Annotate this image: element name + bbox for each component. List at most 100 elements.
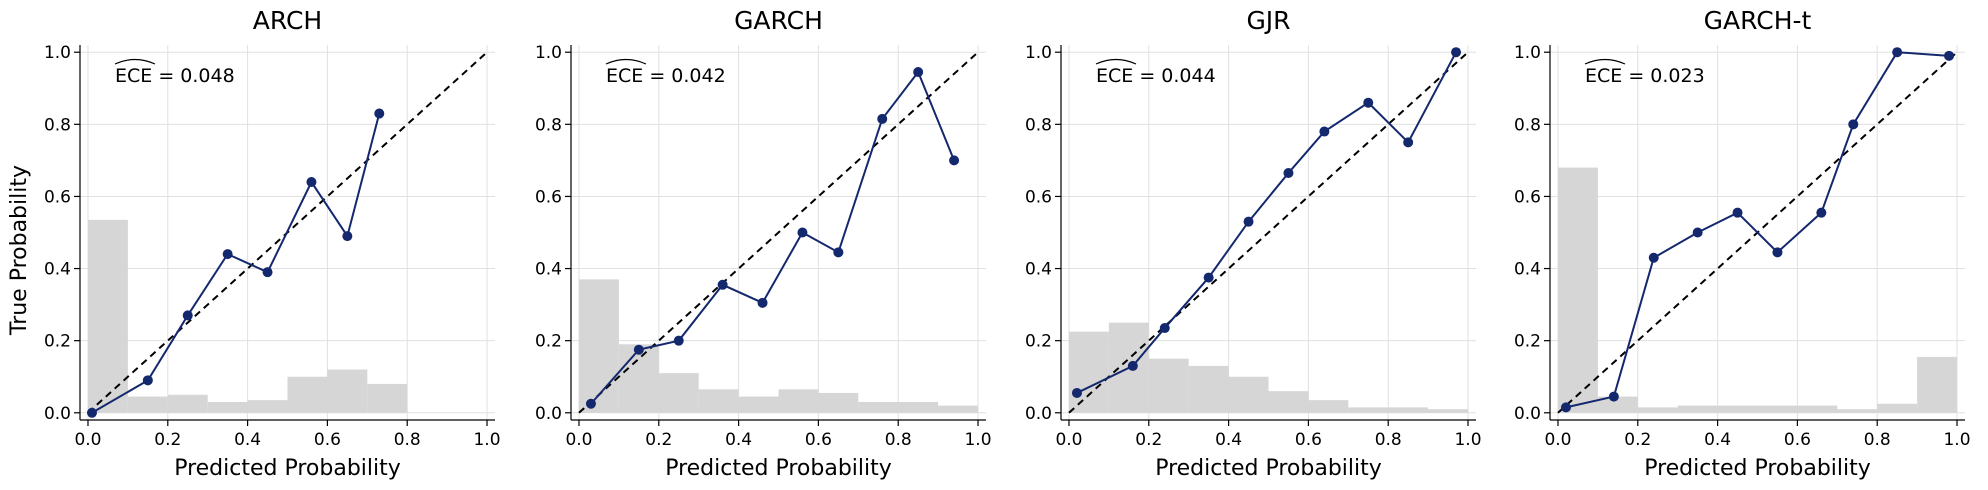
x-tick-label: 0.4	[1215, 430, 1242, 450]
y-tick-label: 0.0	[44, 404, 71, 424]
calibration-point	[142, 375, 153, 386]
calibration-point	[342, 231, 353, 242]
calibration-point	[374, 108, 385, 119]
histogram-bar	[367, 383, 408, 413]
calibration-curve	[590, 70, 956, 405]
y-tick-label: 1.0	[535, 43, 562, 63]
x-tick-label: 0.4	[1704, 430, 1731, 450]
y-tick-label: 0.4	[535, 260, 562, 280]
y-tick-label: 0.6	[535, 187, 562, 207]
calibration-point	[717, 279, 728, 290]
x-tick-label: 0.6	[1784, 430, 1811, 450]
calibration-point	[1071, 387, 1082, 398]
histogram-bar	[327, 369, 368, 413]
x-axis-label: Predicted Probability	[174, 456, 401, 481]
x-tick-label: 1.0	[964, 430, 991, 450]
histogram	[1557, 167, 1958, 413]
panels: 0.0 0.2 0.4 0.6 0.8 1.0 0.0 0.2 0.4 0.6 0.8 1.0 ARCH…	[44, 6, 1971, 481]
calibration-point	[1944, 50, 1955, 61]
ece-annotation: ECE = 0.048	[115, 65, 235, 87]
calibration-curve	[1565, 51, 1950, 409]
calibration-point	[1203, 272, 1214, 283]
y-tick-label: 0.4	[1514, 260, 1541, 280]
histogram-bar	[1757, 405, 1798, 413]
x-axis-label: Predicted Probability	[1155, 456, 1382, 481]
y-tick-label: 1.0	[1025, 43, 1052, 63]
y-tick-label: 0.8	[1514, 115, 1541, 135]
calibration-point	[1848, 119, 1859, 130]
histogram-bar	[778, 389, 819, 413]
x-tick-label: 0.0	[1544, 430, 1571, 450]
ece-hat	[605, 58, 647, 65]
calibration-point	[1403, 137, 1414, 148]
x-tick-label: 0.2	[154, 430, 181, 450]
calibration-point	[1608, 391, 1619, 402]
y-tick-label: 0.2	[44, 332, 71, 352]
y-axis-label: True Probability	[7, 165, 32, 336]
histogram-bar	[1148, 358, 1189, 413]
y-tick-label: 0.8	[44, 115, 71, 135]
histogram-bar	[1597, 396, 1638, 413]
y-tick-label: 0.2	[535, 332, 562, 352]
calibration-point	[913, 67, 924, 78]
y-tick-label: 0.6	[1514, 187, 1541, 207]
histogram-bar	[898, 401, 939, 413]
ece-annotation: ECE = 0.044	[1096, 65, 1216, 87]
ece-hat	[1095, 58, 1137, 65]
calibration-point	[1283, 168, 1294, 179]
histogram-bar	[1228, 376, 1269, 413]
y-tick-label: 0.0	[1514, 404, 1541, 424]
calibration-point	[86, 407, 97, 418]
y-tick-label: 0.4	[44, 260, 71, 280]
x-tick-label: 0.0	[565, 430, 592, 450]
x-tick-label: 1.0	[473, 430, 500, 450]
x-tick-label: 0.6	[1295, 430, 1322, 450]
panel-title: GARCH	[734, 6, 823, 35]
y-tick-label: 0.8	[535, 115, 562, 135]
x-tick-label: 0.4	[725, 430, 752, 450]
x-tick-label: 0.4	[234, 430, 261, 450]
panel-3: 0.0 0.2 0.4 0.6 0.8 1.0 0.0 0.2 0.4 0.6 0.8 1.0 GJR P…	[1025, 6, 1482, 481]
calibration-point	[222, 249, 233, 260]
y-tick-label: 0.0	[1025, 404, 1052, 424]
histogram-bar	[1348, 407, 1389, 413]
calibration-point	[262, 267, 273, 278]
panel-4: 0.0 0.2 0.4 0.6 0.8 1.0 0.0 0.2 0.4 0.6 0.8 1.0 GARC…	[1514, 6, 1971, 481]
x-tick-label: 0.8	[885, 430, 912, 450]
x-tick-label: 0.6	[314, 430, 341, 450]
ece-hat	[1584, 58, 1626, 65]
histogram-bar	[1268, 391, 1309, 413]
y-tick-label: 0.0	[535, 404, 562, 424]
histogram-bar	[287, 376, 328, 413]
panel-title: ARCH	[253, 6, 322, 35]
calibration-point	[1159, 323, 1170, 334]
x-axis-label: Predicted Probability	[665, 456, 892, 481]
histogram-bar	[1877, 403, 1918, 413]
calibration-point	[1363, 97, 1374, 108]
histogram-bar	[1388, 407, 1429, 413]
histogram-bar	[738, 396, 779, 413]
x-tick-label: 0.8	[1375, 430, 1402, 450]
calibration-point	[949, 155, 960, 166]
histogram-bar	[698, 389, 739, 413]
y-tick-label: 0.8	[1025, 115, 1052, 135]
panel-2: 0.0 0.2 0.4 0.6 0.8 1.0 0.0 0.2 0.4 0.6 0.8 1.0 GARC…	[535, 6, 992, 481]
calibration-point	[633, 344, 644, 355]
histogram-bar	[618, 344, 659, 413]
histogram-bar	[127, 396, 168, 413]
calibration-point	[182, 310, 193, 321]
histogram-bar	[207, 401, 248, 413]
y-tick-label: 0.6	[1025, 187, 1052, 207]
calibration-point	[673, 335, 684, 346]
x-tick-label: 1.0	[1454, 430, 1481, 450]
perfect-calibration-line	[1068, 51, 1469, 414]
calibration-point	[833, 247, 844, 258]
calibration-point	[585, 398, 596, 409]
calibration-point	[1816, 207, 1827, 218]
x-tick-label: 0.2	[1624, 430, 1651, 450]
calibration-point	[1560, 402, 1571, 413]
y-tick-label: 0.2	[1025, 332, 1052, 352]
y-tick-label: 1.0	[1514, 43, 1541, 63]
ece-annotation: ECE = 0.023	[1585, 65, 1705, 87]
